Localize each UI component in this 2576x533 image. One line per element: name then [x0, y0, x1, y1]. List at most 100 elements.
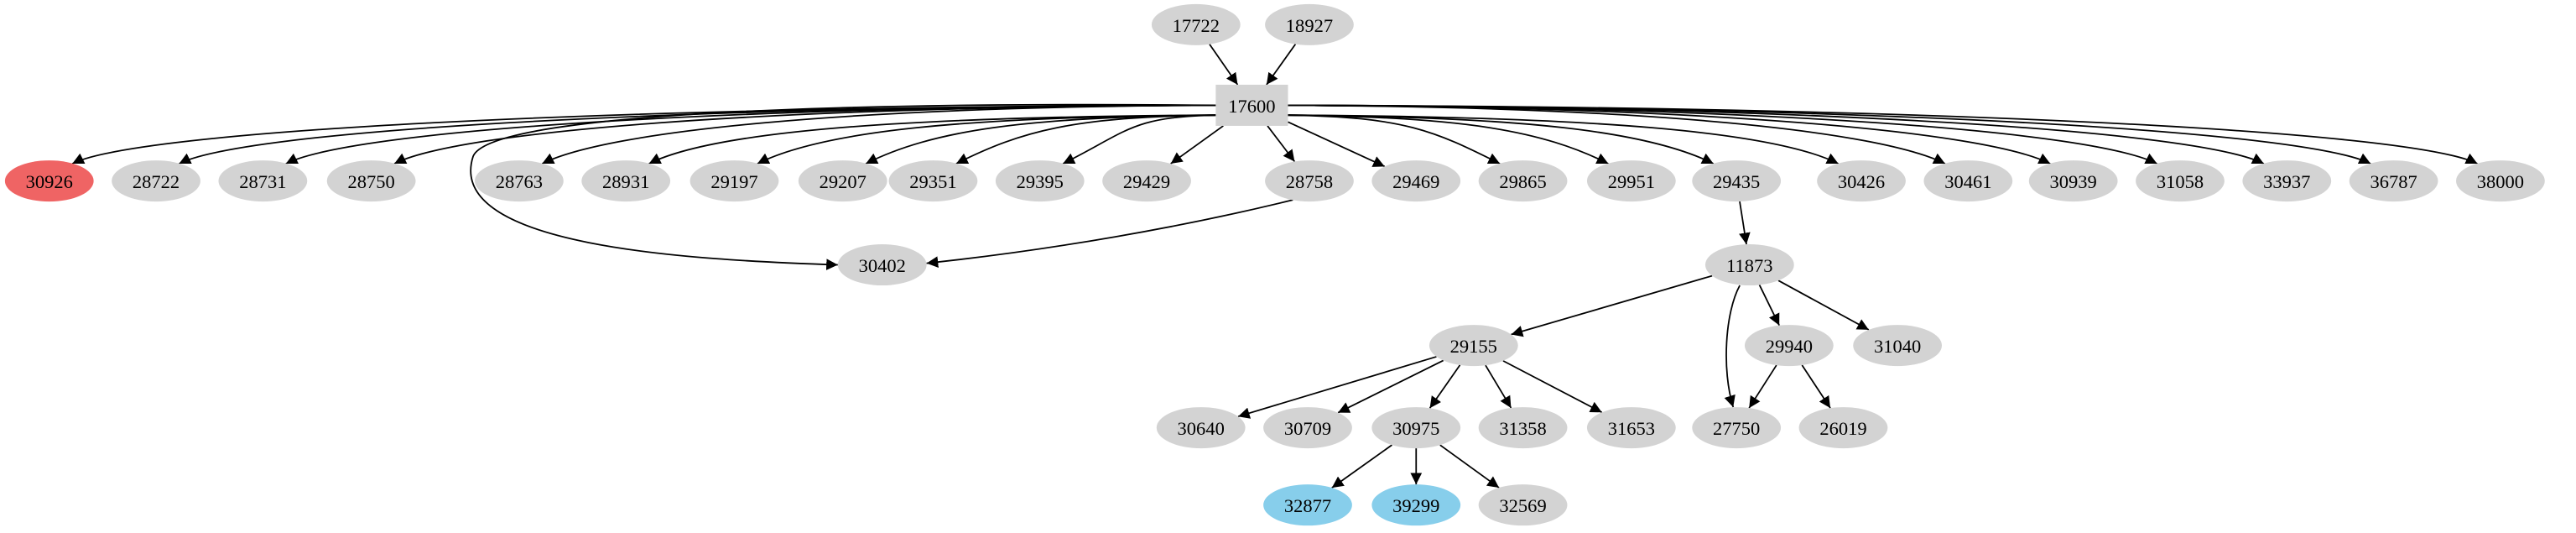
- node-ellipse-shape: [1263, 407, 1352, 449]
- edge-17600-to-28731: [285, 104, 1216, 165]
- node-label: 30926: [26, 171, 73, 192]
- edge-17600-to-29469: [1288, 121, 1386, 168]
- node-28750[interactable]: 28750: [326, 160, 416, 202]
- node-ellipse-shape: [2028, 160, 2118, 202]
- node-label: 28731: [239, 171, 286, 192]
- node-label: 30975: [1392, 418, 1439, 439]
- edge-17600-to-30402: [470, 103, 1216, 270]
- node-27750[interactable]: 27750: [1692, 407, 1782, 449]
- node-29940[interactable]: 29940: [1744, 325, 1834, 367]
- node-label: 26019: [1819, 418, 1866, 439]
- node-29207[interactable]: 29207: [798, 160, 887, 202]
- edge-17600-to-28763: [541, 104, 1216, 165]
- edge-30975-to-32877: [1331, 444, 1392, 489]
- node-31058[interactable]: 31058: [2136, 160, 2225, 202]
- node-18927[interactable]: 18927: [1265, 3, 1354, 45]
- node-ellipse-shape: [1102, 160, 1191, 202]
- node-26019[interactable]: 26019: [1798, 407, 1888, 449]
- node-label: 31653: [1608, 418, 1655, 439]
- node-31040[interactable]: 31040: [1853, 325, 1943, 367]
- node-33937[interactable]: 33937: [2242, 160, 2332, 202]
- node-ellipse-shape: [1853, 325, 1943, 367]
- node-ellipse-shape: [4, 160, 94, 202]
- node-28731[interactable]: 28731: [218, 160, 308, 202]
- node-29435[interactable]: 29435: [1692, 160, 1782, 202]
- node-ellipse-shape: [1817, 160, 1906, 202]
- node-30461[interactable]: 30461: [1923, 160, 2013, 202]
- node-label: 27750: [1713, 418, 1760, 439]
- node-label: 28722: [133, 171, 180, 192]
- node-ellipse-shape: [1478, 160, 1568, 202]
- node-ellipse-shape: [1744, 325, 1834, 367]
- node-38000[interactable]: 38000: [2456, 160, 2545, 202]
- node-30709[interactable]: 30709: [1263, 407, 1352, 449]
- node-17722[interactable]: 17722: [1151, 3, 1241, 45]
- node-32877[interactable]: 32877: [1263, 484, 1352, 526]
- edge-17600-to-30939: [1288, 104, 2051, 165]
- node-30975[interactable]: 30975: [1371, 407, 1461, 449]
- node-29951[interactable]: 29951: [1586, 160, 1676, 202]
- node-label: 29351: [909, 171, 956, 192]
- node-11873[interactable]: 11873: [1704, 244, 1794, 286]
- edge-17600-to-29351: [955, 114, 1216, 165]
- edge-28758-to-30402: [926, 199, 1293, 268]
- edge-29155-to-31358: [1485, 364, 1512, 409]
- edge-17600-to-29435: [1288, 114, 1715, 165]
- node-box-shape: [1215, 84, 1288, 126]
- edge-29155-to-30640: [1237, 356, 1437, 419]
- node-30939[interactable]: 30939: [2028, 160, 2118, 202]
- node-32569[interactable]: 32569: [1478, 484, 1568, 526]
- edge-18927-to-17600: [1266, 44, 1297, 86]
- node-label: 30939: [2050, 171, 2097, 192]
- node-label: 18927: [1286, 15, 1333, 36]
- node-29155[interactable]: 29155: [1429, 325, 1518, 367]
- node-ellipse-shape: [1151, 3, 1241, 45]
- node-28722[interactable]: 28722: [112, 160, 200, 202]
- node-36787[interactable]: 36787: [2349, 160, 2438, 202]
- node-28931[interactable]: 28931: [581, 160, 671, 202]
- node-28758[interactable]: 28758: [1265, 160, 1354, 202]
- node-39299[interactable]: 39299: [1371, 484, 1461, 526]
- node-29351[interactable]: 29351: [888, 160, 978, 202]
- node-ellipse-shape: [1265, 160, 1354, 202]
- node-ellipse-shape: [1371, 160, 1461, 202]
- node-28763[interactable]: 28763: [475, 160, 564, 202]
- node-31358[interactable]: 31358: [1478, 407, 1568, 449]
- node-29395[interactable]: 29395: [995, 160, 1085, 202]
- edge-17600-to-29429: [1170, 125, 1224, 165]
- node-label: 29207: [820, 171, 866, 192]
- edge-17722-to-17600: [1209, 44, 1239, 86]
- node-label: 30426: [1838, 171, 1885, 192]
- node-30926[interactable]: 30926: [4, 160, 94, 202]
- node-ellipse-shape: [798, 160, 887, 202]
- node-ellipse-shape: [1429, 325, 1518, 367]
- node-label: 31040: [1874, 336, 1921, 357]
- node-30402[interactable]: 30402: [837, 244, 927, 286]
- edge-11873-to-27750: [1724, 285, 1741, 408]
- edge-17600-to-30926: [71, 104, 1216, 165]
- node-30640[interactable]: 30640: [1156, 407, 1246, 449]
- node-29429[interactable]: 29429: [1102, 160, 1191, 202]
- node-30426[interactable]: 30426: [1817, 160, 1906, 202]
- node-31653[interactable]: 31653: [1586, 407, 1676, 449]
- edge-17600-to-29865: [1288, 114, 1501, 165]
- node-ellipse-shape: [2242, 160, 2332, 202]
- node-label: 28758: [1286, 171, 1333, 192]
- node-17600[interactable]: 17600: [1215, 84, 1288, 126]
- node-29469[interactable]: 29469: [1371, 160, 1461, 202]
- edge-29940-to-26019: [1801, 364, 1831, 409]
- node-ellipse-shape: [1923, 160, 2013, 202]
- node-29197[interactable]: 29197: [690, 160, 779, 202]
- edge-29155-to-31653: [1502, 360, 1603, 414]
- node-label: 17600: [1228, 96, 1275, 117]
- node-label: 29395: [1017, 171, 1064, 192]
- node-29865[interactable]: 29865: [1478, 160, 1568, 202]
- node-label: 30461: [1944, 171, 1991, 192]
- node-label: 29197: [710, 171, 757, 192]
- node-label: 29951: [1608, 171, 1655, 192]
- node-label: 29435: [1713, 171, 1760, 192]
- edge-17600-to-29395: [1062, 114, 1216, 165]
- node-label: 31358: [1499, 418, 1546, 439]
- node-label: 28763: [496, 171, 543, 192]
- edges-layer: [71, 44, 2478, 489]
